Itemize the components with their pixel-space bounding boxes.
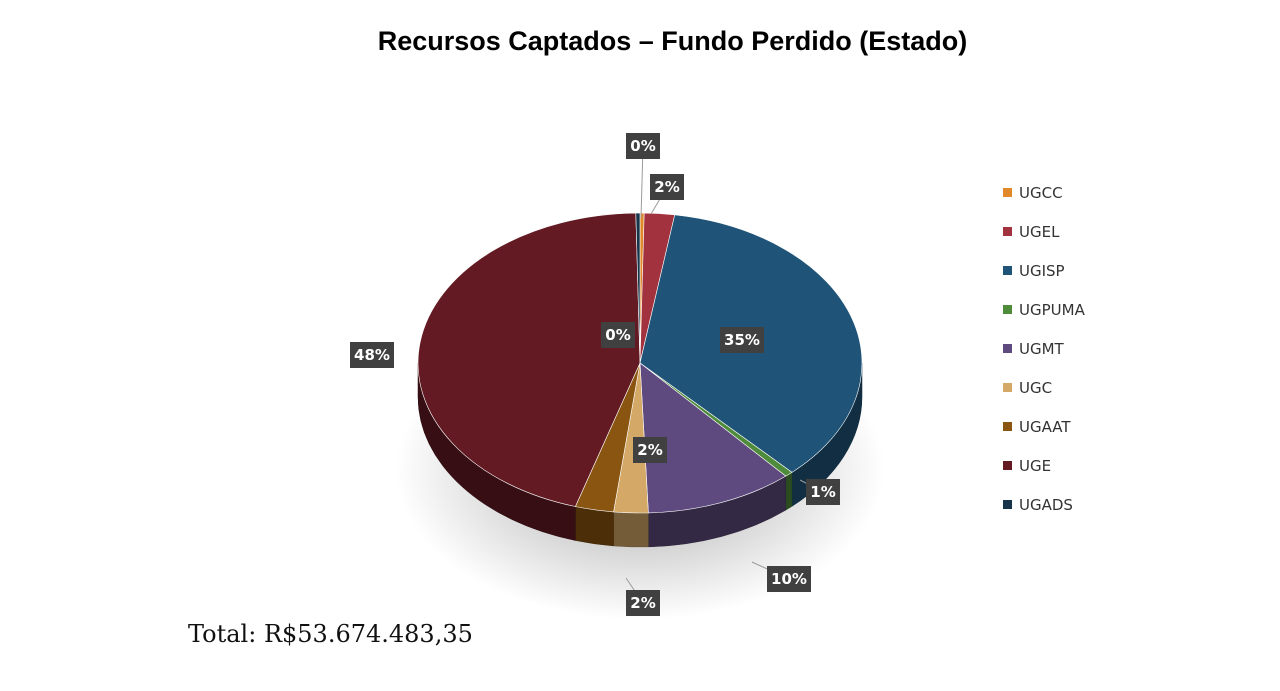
data-label-box: [350, 342, 394, 368]
data-label-text: 48%: [354, 346, 390, 364]
pie-top: [417, 212, 863, 514]
pie-slice-ugads: [635, 212, 641, 364]
data-label-ugel: 2%: [650, 174, 684, 215]
data-label-text: 2%: [654, 178, 679, 196]
legend-swatch: [1003, 500, 1012, 509]
legend-swatch: [1003, 305, 1012, 314]
pie-side-ugaat: [575, 506, 614, 547]
total-text: Total: R$53.674.483,35: [188, 620, 473, 648]
legend-label: UGISP: [1019, 261, 1065, 280]
data-label-text: 0%: [605, 326, 630, 344]
data-label-text: 35%: [724, 331, 760, 349]
legend-label: UGAAT: [1019, 417, 1071, 436]
legend-swatch: [1003, 383, 1012, 392]
legend-swatch: [1003, 344, 1012, 353]
data-label-text: 2%: [630, 594, 655, 612]
data-label-text: 0%: [630, 137, 655, 155]
legend-item-ugpuma: UGPUMA: [1003, 290, 1085, 329]
data-label-ugmt: 10%: [751, 561, 811, 592]
data-label-box: [626, 590, 660, 616]
pie-side-ugc: [613, 511, 649, 548]
data-label-uge: 48%: [350, 342, 394, 368]
legend-item-uge: UGE: [1003, 446, 1085, 485]
legend-label: UGADS: [1019, 495, 1073, 514]
data-label-text: 1%: [810, 483, 835, 501]
legend-label: UGEL: [1019, 222, 1060, 241]
data-label-ugc: 2%: [633, 437, 667, 463]
legend-item-ugc: UGC: [1003, 368, 1085, 407]
data-label-box: [650, 174, 684, 200]
data-label-box: [806, 479, 840, 505]
legend-label: UGCC: [1019, 183, 1063, 202]
legend-item-ugads: UGADS: [1003, 485, 1085, 524]
legend-label: UGMT: [1019, 339, 1064, 358]
legend-swatch: [1003, 188, 1012, 197]
pie-side-ugpuma: [785, 471, 793, 511]
legend-label: UGPUMA: [1019, 300, 1085, 319]
data-label-ugcc: 0%: [626, 133, 660, 219]
legend-swatch: [1003, 266, 1012, 275]
legend-swatch: [1003, 227, 1012, 236]
data-label-box: [626, 133, 660, 159]
data-label-box: [720, 327, 764, 353]
pie-slice-uge: [417, 212, 641, 507]
legend-swatch: [1003, 461, 1012, 470]
legend-label: UGE: [1019, 456, 1052, 475]
legend-swatch: [1003, 422, 1012, 431]
data-label-box: [633, 437, 667, 463]
data-label-box: [767, 566, 811, 592]
data-label-box: [601, 322, 635, 348]
legend-label: UGC: [1019, 378, 1053, 397]
data-label-text: 2%: [637, 441, 662, 459]
data-label-ugisp: 35%: [720, 327, 764, 353]
legend: UGCC UGEL UGISP UGPUMA UGMT UGC UGAAT UGE UGADS: [1003, 173, 1085, 524]
data-label-ugaat: 2%: [625, 577, 660, 616]
chart-title: Recursos Captados – Fundo Perdido (Estad…: [377, 26, 968, 56]
data-label-ugpuma: 1%: [799, 479, 840, 505]
legend-item-ugisp: UGISP: [1003, 251, 1085, 290]
legend-item-ugcc: UGCC: [1003, 173, 1085, 212]
pie-labels: 0% 2% 35% 1% 10% 2% 2% 48% 0%: [350, 133, 840, 616]
legend-item-ugel: UGEL: [1003, 212, 1085, 251]
pie-slice-ugmt: [639, 362, 787, 514]
data-label-ugads: 0%: [601, 322, 635, 348]
data-label-text: 10%: [771, 570, 807, 588]
legend-item-ugmt: UGMT: [1003, 329, 1085, 368]
legend-item-ugaat: UGAAT: [1003, 407, 1085, 446]
